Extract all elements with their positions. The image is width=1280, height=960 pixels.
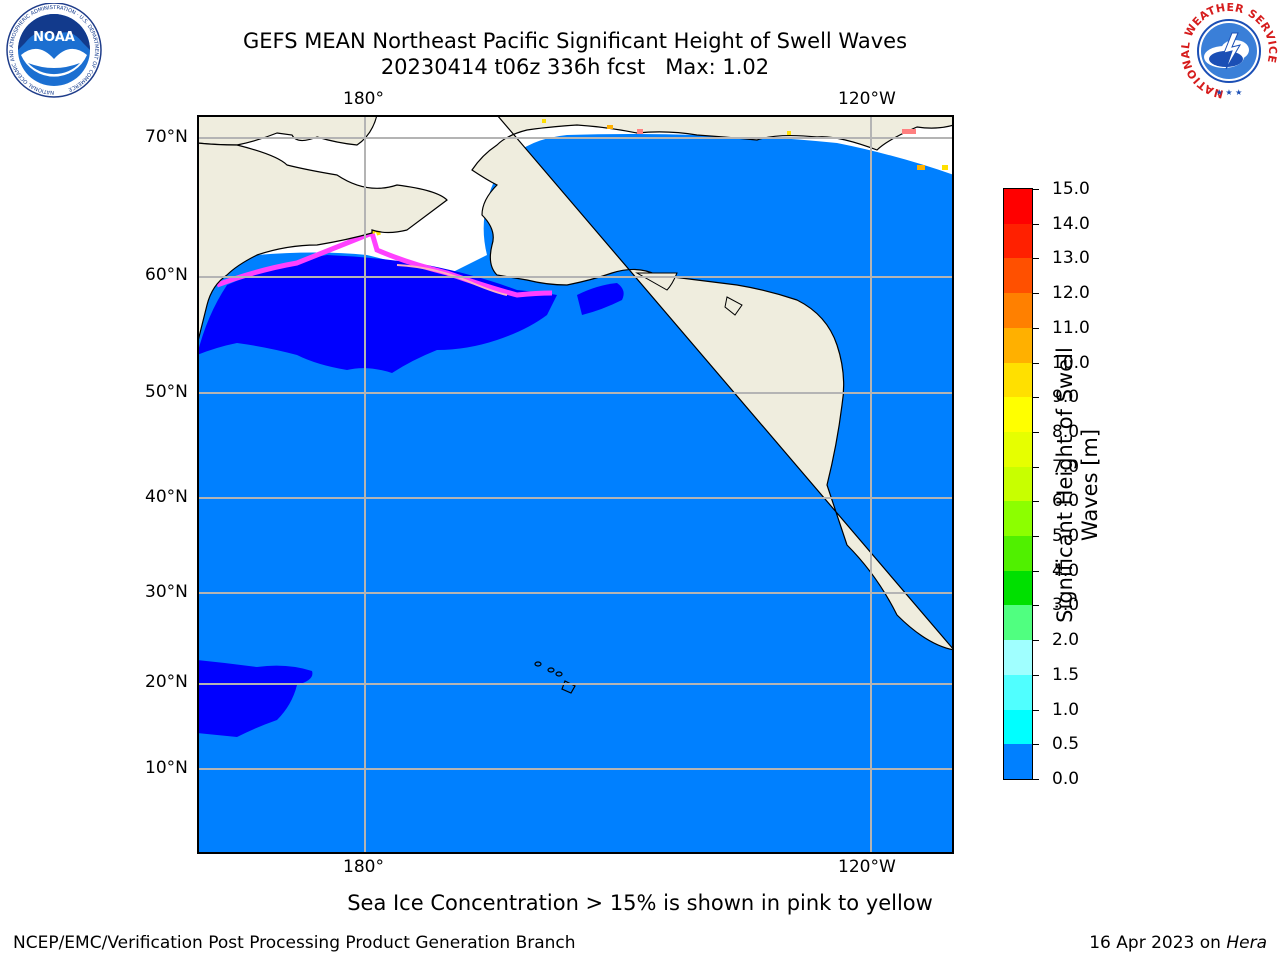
svg-text:★ ★ ★: ★ ★ ★ — [1216, 88, 1243, 97]
colorbar-tick — [1033, 293, 1039, 295]
colorbar-tick-label: 0.0 — [1052, 769, 1080, 789]
chart-subtitle-run: 20230414 t06z 336h fcst Max: 1.02 — [380, 55, 770, 79]
nws-logo: NATIONAL WEATHER SERVICE ★ ★ ★ — [1180, 3, 1278, 99]
land-north-america — [471, 115, 954, 651]
sea-ice-note: Sea Ice Concentration > 15% is shown in … — [347, 891, 933, 915]
colorbar-segment — [1004, 709, 1032, 745]
colorbar-tick-label: 2.0 — [1052, 630, 1080, 651]
low-wave-region-bering — [197, 255, 557, 373]
colorbar-tick-label: 10.0 — [1052, 352, 1090, 373]
lon-label-top-180: 180° — [343, 89, 384, 109]
lat-label-70n: 70°N — [145, 127, 188, 147]
colorbar-tick — [1033, 744, 1039, 746]
colorbar-tick — [1033, 466, 1039, 468]
colorbar-tick — [1033, 709, 1039, 711]
colorbar-tick — [1033, 362, 1039, 364]
lat-label-20n: 20°N — [145, 672, 188, 692]
lat-label-40n: 40°N — [145, 487, 188, 507]
colorbar-segment — [1004, 223, 1032, 259]
colorbar-tick-label: 6.0 — [1052, 491, 1080, 512]
colorbar-tick — [1033, 570, 1039, 572]
colorbar-tick-label: 3.0 — [1052, 595, 1080, 616]
lat-label-10n: 10°N — [145, 758, 188, 778]
colorbar-tick-label: 1.0 — [1052, 699, 1080, 720]
colorbar-tick — [1033, 431, 1039, 433]
colorbar-segment — [1004, 258, 1032, 294]
footer-machine: Hera — [1226, 933, 1267, 953]
map-panel — [197, 115, 954, 854]
colorbar-segment — [1004, 605, 1032, 641]
low-wave-region-west-pacific — [197, 660, 313, 737]
colorbar-segment — [1004, 570, 1032, 606]
lon-label-bottom-120w: 120°W — [838, 857, 896, 877]
colorbar-tick-label: 9.0 — [1052, 387, 1080, 408]
colorbar-segment — [1004, 536, 1032, 572]
colorbar-tick-label: 15.0 — [1052, 179, 1090, 199]
footer-date: 16 Apr 2023 on Hera — [1089, 933, 1267, 953]
colorbar-tick — [1033, 397, 1039, 399]
colorbar-tick — [1033, 605, 1039, 607]
svg-text:NOAA: NOAA — [33, 30, 75, 45]
colorbar-segment — [1004, 362, 1032, 398]
colorbar-tick-label: 12.0 — [1052, 283, 1090, 304]
footer-credit: NCEP/EMC/Verification Post Processing Pr… — [13, 933, 576, 953]
lat-label-60n: 60°N — [145, 265, 188, 285]
colorbar-tick — [1033, 223, 1039, 225]
colorbar-tick-label: 4.0 — [1052, 560, 1080, 581]
colorbar-segment — [1004, 466, 1032, 502]
noaa-logo: NOAA NATIONAL OCEANIC AND ATMOSPHERIC AD… — [6, 3, 102, 98]
colorbar-segment — [1004, 674, 1032, 711]
colorbar-tick — [1033, 536, 1039, 538]
colorbar-tick — [1033, 501, 1039, 503]
colorbar-tick — [1033, 327, 1039, 329]
colorbar-tick-label: 0.5 — [1052, 734, 1080, 755]
colorbar-tick — [1033, 258, 1039, 260]
lat-label-50n: 50°N — [145, 382, 188, 402]
colorbar — [1003, 188, 1033, 780]
colorbar-segment — [1004, 640, 1032, 676]
colorbar-tick-label: 1.5 — [1052, 664, 1080, 685]
lon-label-bottom-180: 180° — [343, 857, 384, 877]
colorbar-segment — [1004, 327, 1032, 364]
colorbar-tick — [1033, 640, 1039, 642]
colorbar-tick — [1033, 189, 1039, 190]
colorbar-segment — [1004, 501, 1032, 537]
colorbar-tick — [1033, 779, 1039, 780]
colorbar-tick-label: 13.0 — [1052, 248, 1090, 269]
colorbar-segment — [1004, 189, 1032, 225]
colorbar-tick-label: 11.0 — [1052, 317, 1090, 338]
colorbar-tick — [1033, 674, 1039, 676]
colorbar-tick-label: 5.0 — [1052, 526, 1080, 547]
lon-label-top-120w: 120°W — [838, 89, 896, 109]
sea-ice-edge — [216, 229, 553, 298]
colorbar-title: Significant Height of Swell Waves [m] — [1053, 347, 1102, 623]
colorbar-segment — [1004, 293, 1032, 329]
colorbar-segment — [1004, 397, 1032, 433]
colorbar-segment — [1004, 744, 1032, 780]
graticule — [197, 115, 954, 854]
lat-label-30n: 30°N — [145, 582, 188, 602]
colorbar-tick-label: 14.0 — [1052, 213, 1090, 234]
chart-title: GEFS MEAN Northeast Pacific Significant … — [242, 29, 908, 53]
colorbar-tick-label: 8.0 — [1052, 421, 1080, 442]
colorbar-tick-label: 7.0 — [1052, 456, 1080, 477]
colorbar-segment — [1004, 431, 1032, 468]
